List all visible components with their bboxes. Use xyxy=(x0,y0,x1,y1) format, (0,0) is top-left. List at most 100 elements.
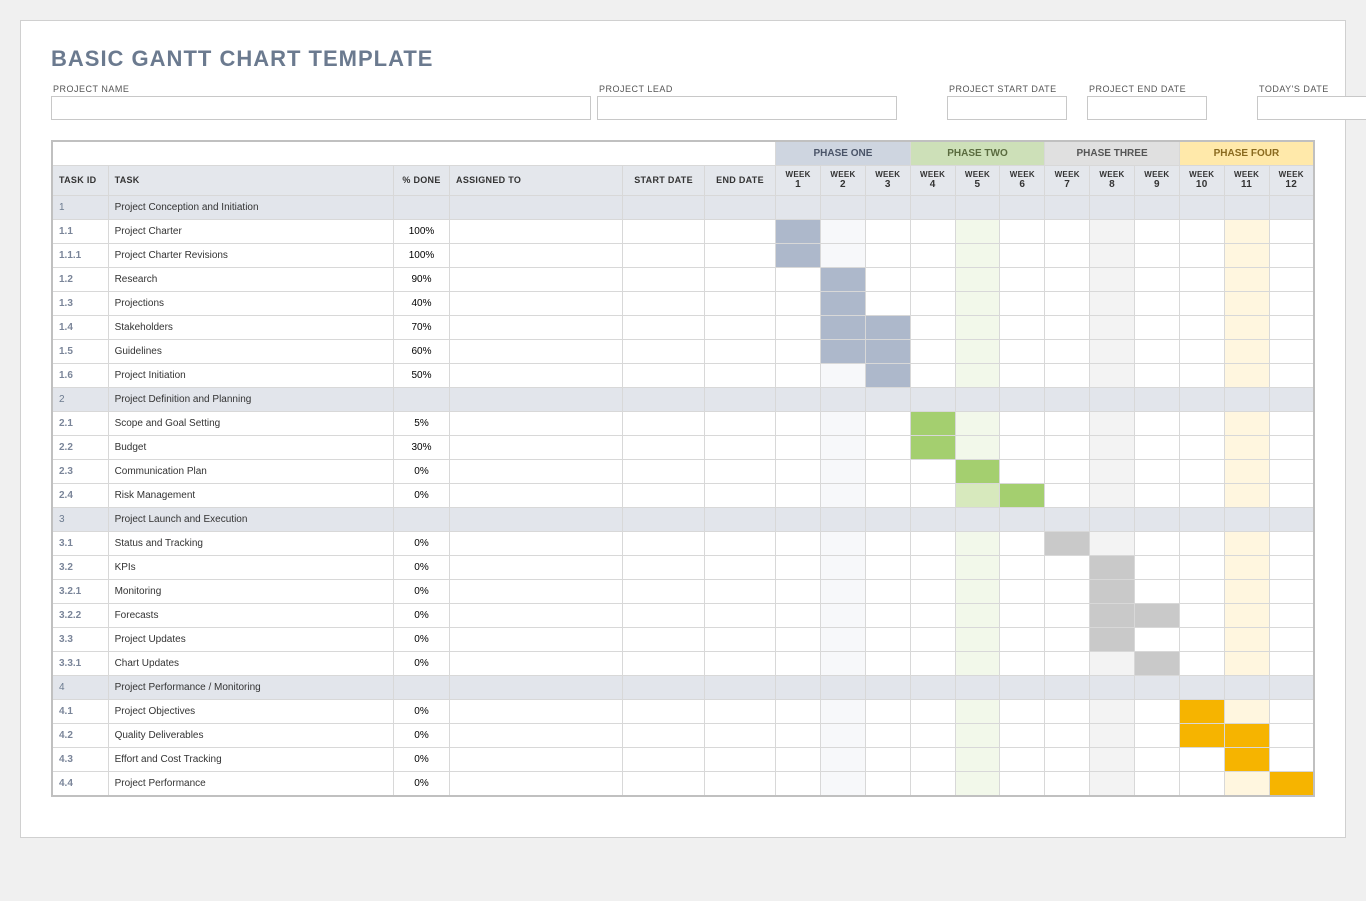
cell-start-date[interactable] xyxy=(623,532,705,556)
gantt-cell[interactable] xyxy=(821,364,866,388)
gantt-cell[interactable] xyxy=(1134,364,1179,388)
gantt-cell[interactable] xyxy=(1134,460,1179,484)
cell-pct-done[interactable]: 0% xyxy=(393,484,449,508)
gantt-cell[interactable] xyxy=(865,484,910,508)
cell-task-name[interactable]: Effort and Cost Tracking xyxy=(108,748,393,772)
gantt-cell[interactable] xyxy=(1179,436,1224,460)
gantt-cell[interactable] xyxy=(821,388,866,412)
cell-task-id[interactable]: 1 xyxy=(52,196,108,220)
gantt-cell[interactable] xyxy=(776,268,821,292)
cell-task-name[interactable]: Project Launch and Execution xyxy=(108,508,393,532)
gantt-cell[interactable] xyxy=(865,340,910,364)
gantt-cell[interactable] xyxy=(776,316,821,340)
cell-start-date[interactable] xyxy=(623,364,705,388)
cell-task-id[interactable]: 1.3 xyxy=(52,292,108,316)
gantt-cell[interactable] xyxy=(865,364,910,388)
gantt-cell[interactable] xyxy=(1134,580,1179,604)
cell-task-id[interactable]: 3.2 xyxy=(52,556,108,580)
gantt-cell[interactable] xyxy=(776,748,821,772)
cell-start-date[interactable] xyxy=(623,772,705,796)
cell-task-name[interactable]: Stakeholders xyxy=(108,316,393,340)
gantt-cell[interactable] xyxy=(1000,412,1045,436)
cell-assigned-to[interactable] xyxy=(450,580,623,604)
cell-end-date[interactable] xyxy=(704,460,775,484)
gantt-cell[interactable] xyxy=(1045,700,1090,724)
gantt-cell[interactable] xyxy=(1179,556,1224,580)
gantt-cell[interactable] xyxy=(1000,484,1045,508)
gantt-cell[interactable] xyxy=(865,436,910,460)
gantt-cell[interactable] xyxy=(910,436,955,460)
gantt-cell[interactable] xyxy=(1179,412,1224,436)
gantt-cell[interactable] xyxy=(1045,244,1090,268)
gantt-cell[interactable] xyxy=(1269,436,1314,460)
gantt-cell[interactable] xyxy=(1224,220,1269,244)
gantt-cell[interactable] xyxy=(865,268,910,292)
gantt-cell[interactable] xyxy=(1045,604,1090,628)
gantt-cell[interactable] xyxy=(1090,460,1135,484)
gantt-cell[interactable] xyxy=(1179,364,1224,388)
cell-end-date[interactable] xyxy=(704,412,775,436)
cell-task-name[interactable]: Project Objectives xyxy=(108,700,393,724)
gantt-cell[interactable] xyxy=(865,412,910,436)
gantt-cell[interactable] xyxy=(1224,364,1269,388)
cell-pct-done[interactable] xyxy=(393,508,449,532)
gantt-cell[interactable] xyxy=(776,388,821,412)
gantt-cell[interactable] xyxy=(1045,652,1090,676)
gantt-cell[interactable] xyxy=(1134,412,1179,436)
gantt-cell[interactable] xyxy=(865,556,910,580)
gantt-cell[interactable] xyxy=(776,436,821,460)
gantt-cell[interactable] xyxy=(821,652,866,676)
cell-pct-done[interactable]: 0% xyxy=(393,748,449,772)
gantt-cell[interactable] xyxy=(1090,316,1135,340)
cell-task-id[interactable]: 1.4 xyxy=(52,316,108,340)
cell-task-name[interactable]: Quality Deliverables xyxy=(108,724,393,748)
gantt-cell[interactable] xyxy=(1090,580,1135,604)
gantt-cell[interactable] xyxy=(1179,700,1224,724)
gantt-cell[interactable] xyxy=(1000,436,1045,460)
gantt-cell[interactable] xyxy=(1179,532,1224,556)
gantt-cell[interactable] xyxy=(1000,268,1045,292)
gantt-cell[interactable] xyxy=(776,724,821,748)
gantt-cell[interactable] xyxy=(1134,748,1179,772)
cell-end-date[interactable] xyxy=(704,340,775,364)
cell-task-id[interactable]: 4.3 xyxy=(52,748,108,772)
gantt-cell[interactable] xyxy=(1000,724,1045,748)
gantt-cell[interactable] xyxy=(1090,772,1135,796)
cell-task-id[interactable]: 4.2 xyxy=(52,724,108,748)
gantt-cell[interactable] xyxy=(1224,316,1269,340)
gantt-cell[interactable] xyxy=(1224,580,1269,604)
cell-pct-done[interactable]: 0% xyxy=(393,532,449,556)
gantt-cell[interactable] xyxy=(1090,628,1135,652)
cell-pct-done[interactable]: 100% xyxy=(393,220,449,244)
gantt-cell[interactable] xyxy=(955,460,1000,484)
gantt-cell[interactable] xyxy=(1269,556,1314,580)
project-lead-input[interactable] xyxy=(597,96,897,120)
gantt-cell[interactable] xyxy=(1090,484,1135,508)
cell-end-date[interactable] xyxy=(704,292,775,316)
gantt-cell[interactable] xyxy=(1000,460,1045,484)
cell-pct-done[interactable]: 0% xyxy=(393,772,449,796)
gantt-cell[interactable] xyxy=(1045,676,1090,700)
cell-start-date[interactable] xyxy=(623,340,705,364)
gantt-cell[interactable] xyxy=(955,484,1000,508)
cell-task-id[interactable]: 1.1 xyxy=(52,220,108,244)
gantt-cell[interactable] xyxy=(1179,220,1224,244)
cell-start-date[interactable] xyxy=(623,652,705,676)
cell-end-date[interactable] xyxy=(704,628,775,652)
gantt-cell[interactable] xyxy=(955,772,1000,796)
gantt-cell[interactable] xyxy=(865,628,910,652)
gantt-cell[interactable] xyxy=(1134,604,1179,628)
gantt-cell[interactable] xyxy=(1269,244,1314,268)
cell-pct-done[interactable]: 0% xyxy=(393,604,449,628)
gantt-cell[interactable] xyxy=(955,244,1000,268)
gantt-cell[interactable] xyxy=(865,244,910,268)
gantt-cell[interactable] xyxy=(1090,508,1135,532)
gantt-cell[interactable] xyxy=(821,748,866,772)
gantt-cell[interactable] xyxy=(1134,484,1179,508)
gantt-cell[interactable] xyxy=(955,268,1000,292)
gantt-cell[interactable] xyxy=(1134,220,1179,244)
gantt-cell[interactable] xyxy=(1000,292,1045,316)
gantt-cell[interactable] xyxy=(1000,364,1045,388)
gantt-cell[interactable] xyxy=(1090,220,1135,244)
gantt-cell[interactable] xyxy=(955,604,1000,628)
